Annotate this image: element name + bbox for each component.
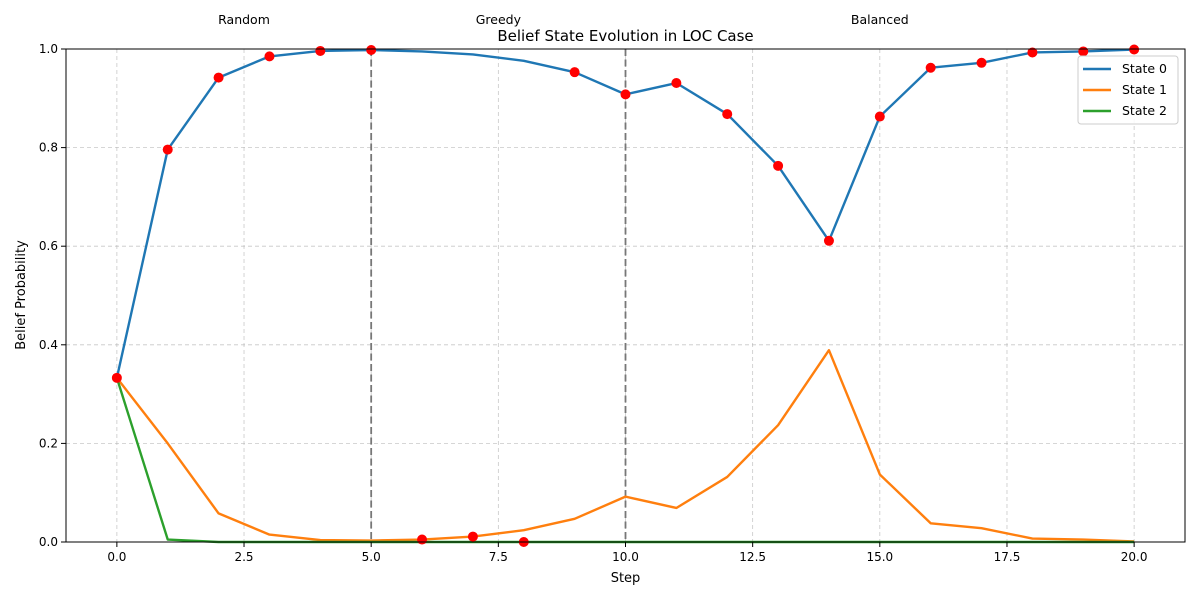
marker-point <box>111 372 122 383</box>
marker-point <box>1078 46 1089 57</box>
marker-point <box>417 534 428 545</box>
marker-point <box>467 531 478 542</box>
phase-label: Balanced <box>851 12 909 27</box>
y-axis-label: Belief Probability <box>14 240 29 350</box>
marker-point <box>315 45 326 56</box>
marker-point <box>264 51 275 62</box>
chart-title: Belief State Evolution in LOC Case <box>497 27 753 45</box>
marker-point <box>874 111 885 122</box>
y-tick-label: 0.2 <box>39 436 58 450</box>
marker-point <box>213 72 224 83</box>
y-tick-label: 0.8 <box>39 141 58 155</box>
marker-point <box>773 160 784 171</box>
y-tick-label: 0.6 <box>39 239 58 253</box>
x-tick-label: 20.0 <box>1121 550 1148 564</box>
phase-label: Greedy <box>476 12 522 27</box>
y-tick-label: 1.0 <box>39 42 58 56</box>
marker-point <box>162 144 173 155</box>
legend-label: State 2 <box>1122 103 1167 118</box>
marker-point <box>366 44 377 55</box>
x-tick-label: 5.0 <box>362 550 381 564</box>
phase-label: Random <box>218 12 270 27</box>
legend: State 0 State 1 State 2 <box>1077 55 1179 125</box>
marker-point <box>823 235 834 246</box>
marker-point <box>722 109 733 120</box>
x-tick-label: 17.5 <box>994 550 1021 564</box>
marker-point <box>925 62 936 73</box>
series-line-state-1 <box>115 349 1135 543</box>
legend-box <box>1077 55 1179 125</box>
marker-point <box>569 67 580 78</box>
legend-label: State 0 <box>1122 61 1167 76</box>
marker-point <box>976 57 987 68</box>
x-tick-label: 12.5 <box>739 550 766 564</box>
phase-dividers <box>370 49 627 542</box>
marker-point <box>620 89 631 100</box>
x-tick-label: 10.0 <box>612 550 639 564</box>
y-tick-label: 0.4 <box>39 338 58 352</box>
y-axis-ticks: 0.0 0.2 0.4 0.6 0.8 1.0 <box>39 42 66 549</box>
x-tick-label: 0.0 <box>107 550 126 564</box>
x-tick-label: 15.0 <box>866 550 893 564</box>
marker-point <box>1027 47 1038 58</box>
legend-label: State 1 <box>1122 82 1167 97</box>
marker-point <box>671 78 682 89</box>
x-axis-ticks: 0.0 2.5 5.0 7.5 10.0 12.5 15.0 17.5 20.0 <box>107 542 1147 564</box>
x-tick-label: 7.5 <box>489 550 508 564</box>
x-tick-label: 2.5 <box>234 550 253 564</box>
x-axis-label: Step <box>611 571 641 586</box>
y-tick-label: 0.0 <box>39 535 58 549</box>
phase-labels: Random Greedy Balanced <box>218 12 909 27</box>
